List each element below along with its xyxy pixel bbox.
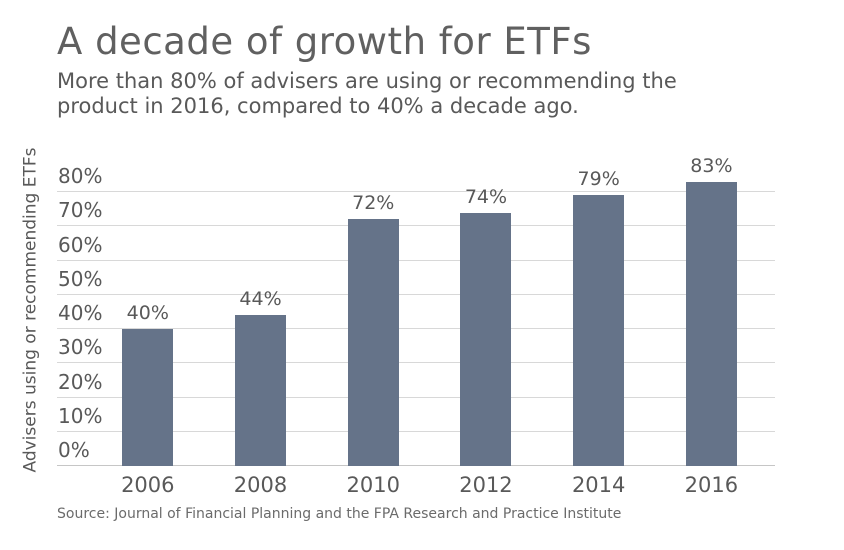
x-axis-label: 2012 <box>459 473 513 497</box>
gridline <box>57 259 775 261</box>
y-axis-title: Advisers using or recommending ETFs <box>20 147 41 473</box>
x-axis-label: 2008 <box>233 473 288 497</box>
chart-subtitle-line-2: product in 2016, compared to 40% a decad… <box>57 94 579 118</box>
x-axis-label: 2006 <box>121 473 175 497</box>
y-tick-label: 0% <box>58 438 90 462</box>
bar-2012 <box>460 212 512 466</box>
bar-value-label: 79% <box>577 168 620 191</box>
x-axis-label: 2014 <box>571 473 626 497</box>
x-axis-label: 2016 <box>684 473 739 497</box>
bar-value-label: 44% <box>239 288 282 311</box>
bar-value-label: 72% <box>352 192 395 215</box>
y-tick-label: 30% <box>58 335 103 360</box>
y-tick-label: 50% <box>58 266 103 291</box>
y-tick-label: 20% <box>58 369 103 394</box>
bar-value-label: 40% <box>126 302 169 324</box>
gridline <box>57 225 775 227</box>
y-tick-label: 60% <box>58 232 103 257</box>
bar-2016 <box>685 181 737 466</box>
gridline <box>57 328 775 329</box>
chart-title: A decade of growth for ETFs <box>57 20 592 63</box>
bar-value-label: 74% <box>464 185 508 208</box>
y-tick-label: 70% <box>58 198 103 223</box>
chart-subtitle-line-1: More than 80% of advisers are using or r… <box>57 69 677 93</box>
gridline <box>57 430 775 432</box>
source-note: Source: Journal of Financial Planning an… <box>57 506 622 522</box>
gridline <box>57 191 775 192</box>
gridline <box>57 362 775 364</box>
y-tick-label: 80% <box>58 164 103 188</box>
gridline <box>57 396 775 398</box>
bar-2008 <box>235 315 287 466</box>
y-axis-title-wrap: Advisers using or recommending ETFs <box>8 130 52 490</box>
x-axis-baseline <box>57 465 775 466</box>
bar-value-label: 83% <box>690 154 733 177</box>
bar-2014 <box>573 195 625 466</box>
bar-2006 <box>122 329 174 466</box>
gridline <box>57 293 775 295</box>
bar-chart-plot-area: 0% 10% 20% 30% 40% 50% 60% 70% 80% 40% 2006 44% 2008… <box>57 155 775 497</box>
bar-2010 <box>347 219 399 466</box>
x-axis-label: 2010 <box>346 473 400 497</box>
y-tick-label: 10% <box>58 403 103 428</box>
y-tick-label: 40% <box>58 301 103 325</box>
chart-subtitle: More than 80% of advisers are using or r… <box>57 69 677 119</box>
